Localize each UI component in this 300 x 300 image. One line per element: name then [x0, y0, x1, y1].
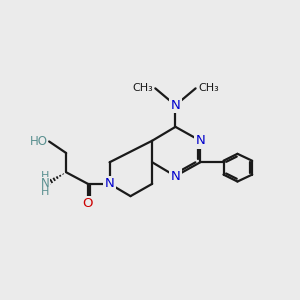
Text: H: H: [41, 187, 50, 196]
Text: CH₃: CH₃: [132, 83, 153, 93]
Text: N: N: [171, 99, 180, 112]
Text: H: H: [41, 171, 50, 181]
Text: O: O: [82, 197, 93, 210]
Text: CH₃: CH₃: [198, 83, 219, 93]
Text: N: N: [41, 177, 50, 190]
Text: N: N: [105, 177, 115, 190]
Text: N: N: [195, 134, 205, 147]
Text: O: O: [82, 197, 93, 210]
Text: HO: HO: [30, 135, 48, 148]
Text: N: N: [171, 169, 180, 183]
